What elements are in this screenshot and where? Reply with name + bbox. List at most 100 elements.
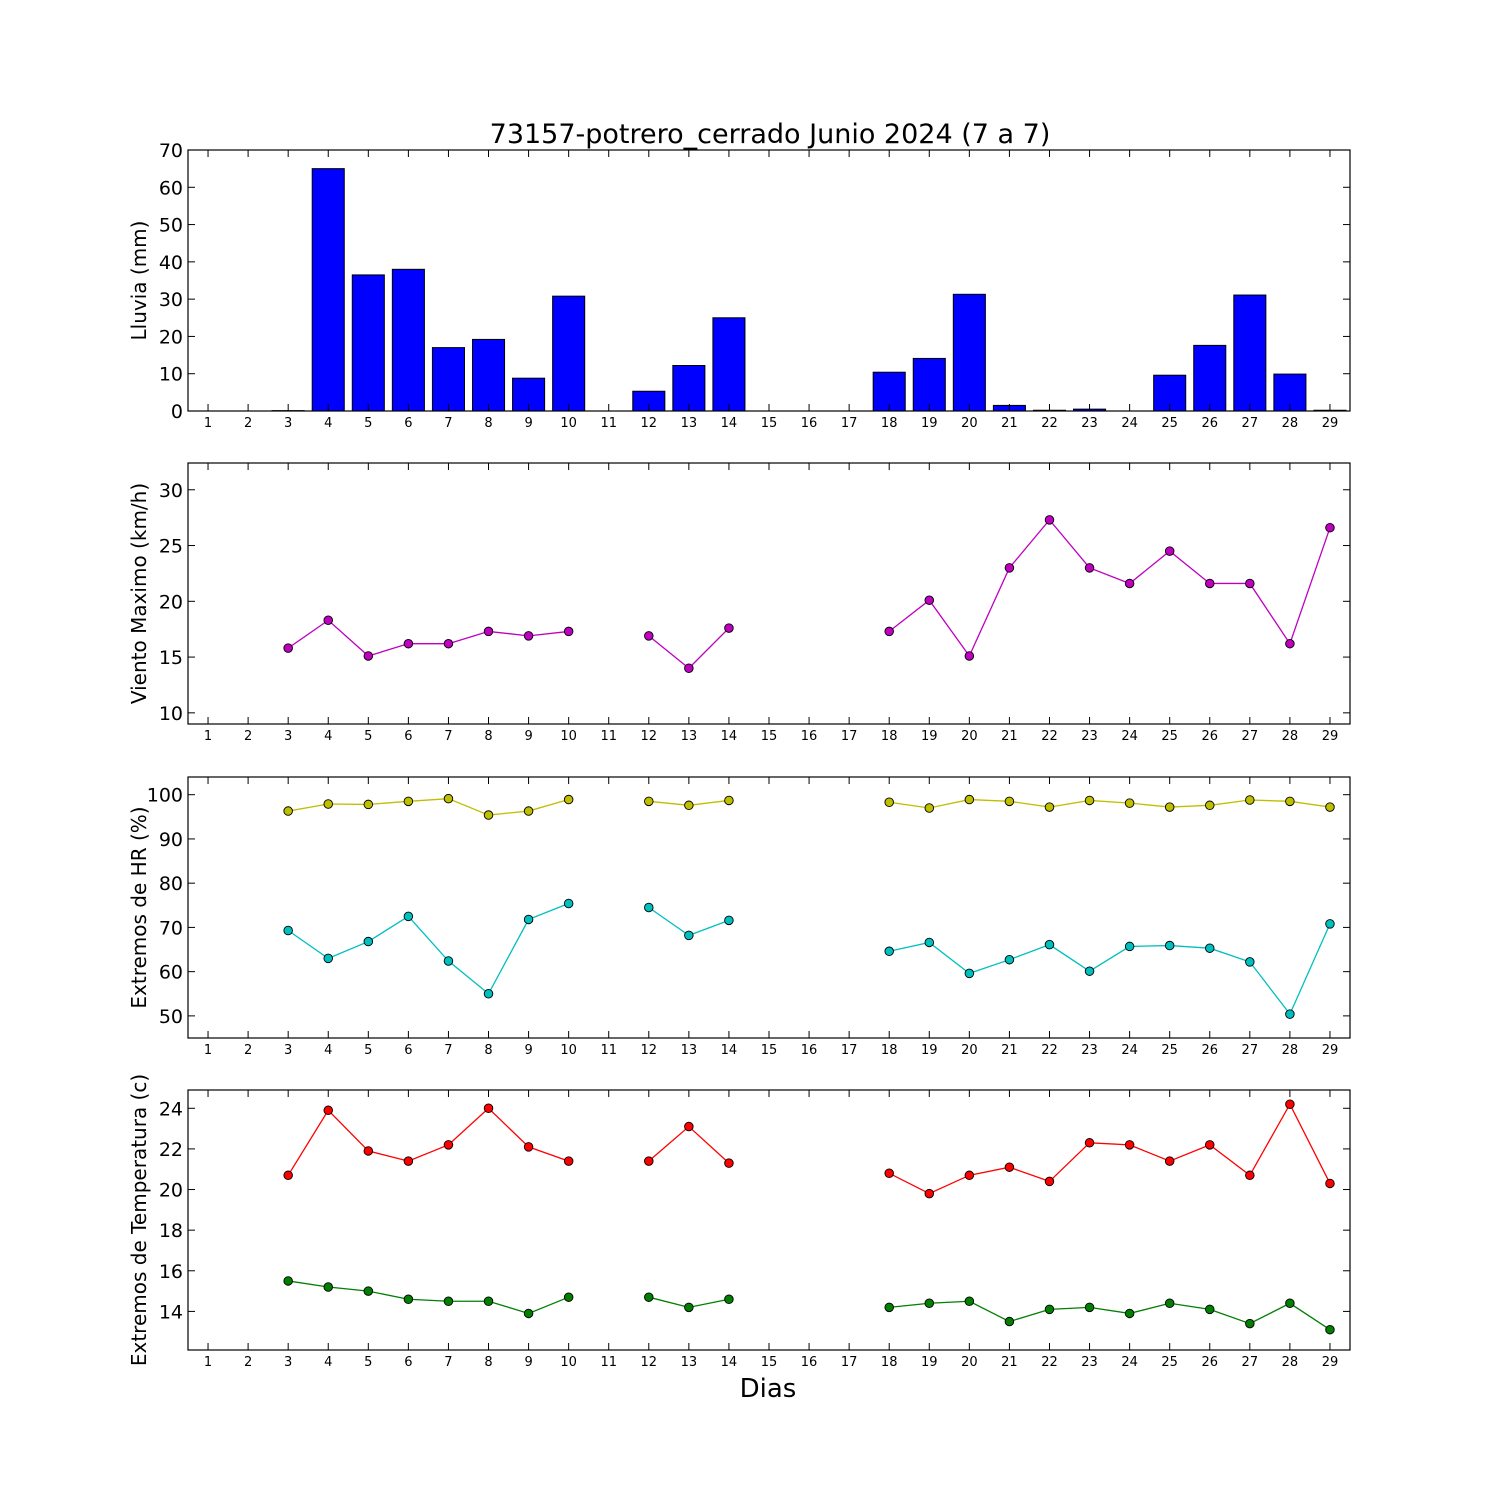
- xtick-label: 21: [1001, 1355, 1018, 1370]
- xtick-label: 1: [204, 1043, 212, 1058]
- point-viento-0-day-18: [884, 626, 894, 637]
- ytick-label: 22: [159, 1139, 183, 1161]
- xtick-label: 10: [560, 1355, 577, 1370]
- point-viento-0-day-28: [1285, 638, 1295, 649]
- xtick-label: 8: [484, 729, 492, 744]
- bar-day-8: [471, 338, 506, 412]
- xtick-label: 17: [841, 729, 858, 744]
- point-temp-0-day-25: [1164, 1156, 1175, 1166]
- point-hr-1-day-10: [563, 898, 574, 909]
- chart-title: 73157-potrero_cerrado Junio 2024 (7 a 7): [490, 119, 1051, 150]
- point-temp-0-day-28: [1285, 1099, 1295, 1109]
- point-hr-1-day-22: [1044, 939, 1055, 950]
- point-temp-1-day-9: [523, 1308, 534, 1319]
- point-temp-0-day-14: [724, 1158, 734, 1168]
- bar-day-5: [351, 274, 385, 412]
- point-hr-0-day-9: [523, 806, 534, 816]
- point-hr-1-day-20: [964, 968, 975, 979]
- point-viento-0-day-7: [443, 638, 454, 649]
- point-temp-0-day-8: [483, 1103, 494, 1114]
- xtick-label: 14: [721, 1043, 738, 1058]
- point-temp-1-day-26: [1205, 1304, 1215, 1315]
- y-axis-label-viento: Viento Maximo (km/h): [127, 483, 151, 704]
- point-temp-0-day-24: [1124, 1140, 1135, 1150]
- ytick-label: 60: [159, 962, 183, 984]
- xtick-label: 26: [1201, 416, 1218, 431]
- point-hr-1-day-4: [323, 953, 333, 964]
- xtick-label: 3: [284, 1355, 292, 1370]
- point-temp-0-day-12: [644, 1156, 654, 1166]
- ytick-label: 60: [159, 177, 183, 199]
- xtick-label: 11: [600, 1355, 617, 1370]
- y-axis-label-temp: Extremos de Temperatura (c): [127, 1074, 151, 1366]
- xtick-label: 23: [1081, 416, 1098, 431]
- point-hr-1-day-24: [1124, 941, 1135, 952]
- point-temp-1-day-8: [483, 1296, 494, 1306]
- point-hr-1-day-13: [684, 930, 694, 941]
- xtick-label: 7: [444, 729, 452, 744]
- xtick-label: 10: [560, 416, 577, 431]
- point-hr-1-day-6: [403, 911, 414, 922]
- axes-frame-viento: [187, 462, 1351, 725]
- ytick-label: 90: [159, 829, 183, 851]
- xtick-label: 27: [1242, 1355, 1259, 1370]
- xtick-label: 12: [641, 729, 658, 744]
- point-viento-0-day-22: [1044, 515, 1055, 525]
- point-temp-1-day-20: [964, 1296, 975, 1306]
- xtick-label: 15: [761, 1043, 778, 1058]
- point-temp-1-day-21: [1004, 1316, 1015, 1327]
- xtick-label: 15: [761, 416, 778, 431]
- xtick-label: 3: [284, 1043, 292, 1058]
- xtick-label: 20: [961, 729, 978, 744]
- ytick-label: 30: [159, 480, 183, 502]
- xtick-label: 19: [921, 1355, 938, 1370]
- xtick-label: 29: [1322, 729, 1339, 744]
- xtick-label: 13: [681, 416, 698, 431]
- xtick-label: 14: [721, 1355, 738, 1370]
- ytick-label: 50: [159, 215, 183, 237]
- xtick-label: 21: [1001, 416, 1018, 431]
- xtick-label: 12: [641, 1355, 658, 1370]
- ytick-label: 16: [159, 1261, 183, 1283]
- point-viento-0-day-24: [1124, 578, 1135, 589]
- xtick-label: 19: [921, 1043, 938, 1058]
- point-temp-1-day-13: [684, 1302, 694, 1313]
- ytick-label: 25: [159, 536, 183, 558]
- point-temp-1-day-22: [1044, 1304, 1055, 1315]
- point-hr-1-day-26: [1205, 943, 1215, 953]
- point-hr-1-day-12: [644, 902, 654, 913]
- xtick-label: 9: [524, 416, 532, 431]
- point-viento-0-day-23: [1084, 563, 1095, 573]
- xtick-label: 16: [801, 416, 818, 431]
- point-viento-0-day-5: [363, 651, 374, 661]
- xtick-label: 16: [801, 729, 818, 744]
- point-temp-1-day-6: [403, 1294, 414, 1304]
- point-viento-0-day-6: [403, 638, 414, 649]
- ytick-label: 20: [159, 591, 183, 613]
- xtick-label: 13: [681, 1043, 698, 1058]
- xtick-label: 1: [204, 729, 212, 744]
- point-temp-0-day-5: [363, 1146, 374, 1156]
- ytick-label: 14: [159, 1301, 183, 1323]
- point-temp-1-day-4: [323, 1282, 333, 1292]
- xtick-label: 1: [204, 416, 212, 431]
- point-temp-0-day-9: [523, 1142, 534, 1152]
- axes-frame-hr: [187, 776, 1351, 1039]
- bar-day-19: [912, 357, 946, 412]
- point-hr-1-day-23: [1084, 966, 1095, 976]
- xtick-label: 13: [681, 1355, 698, 1370]
- point-hr-0-day-10: [563, 794, 574, 805]
- point-viento-0-day-8: [483, 626, 494, 637]
- bar-day-7: [431, 347, 465, 412]
- xtick-label: 28: [1282, 1355, 1299, 1370]
- xtick-label: 17: [841, 1043, 858, 1058]
- point-temp-0-day-27: [1245, 1170, 1255, 1181]
- xtick-label: 2: [244, 729, 252, 744]
- point-hr-0-day-26: [1205, 800, 1215, 811]
- axes-frame-temp: [187, 1089, 1351, 1351]
- point-temp-0-day-20: [964, 1170, 975, 1181]
- point-hr-0-day-12: [644, 796, 654, 807]
- point-hr-0-day-8: [483, 810, 494, 820]
